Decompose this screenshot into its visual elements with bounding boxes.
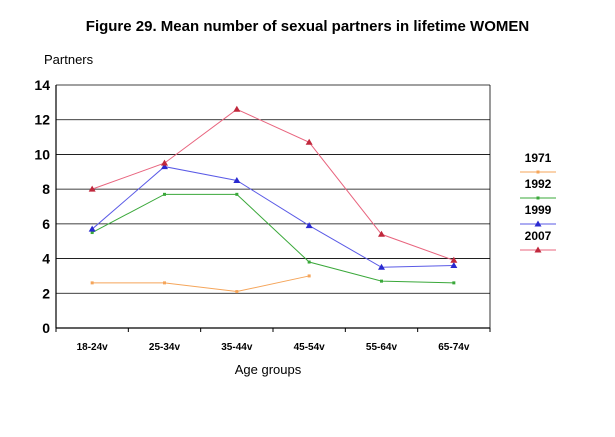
grid-lines xyxy=(56,84,490,294)
x-tick-label: 55-64v xyxy=(366,342,398,353)
y-tick-label: 10 xyxy=(34,146,50,162)
y-tick-label: 6 xyxy=(42,216,50,232)
series-line xyxy=(92,275,310,293)
legend-marker xyxy=(534,246,542,253)
axes: 0 2 4 6 8 10 12 14 18-24v 25-34v 35-44v 45-54v 55-64… xyxy=(34,77,491,353)
legend-item: 2007 xyxy=(520,229,556,253)
legend-item: 1999 xyxy=(520,203,556,227)
data-point xyxy=(88,225,96,232)
legend: 1971 1992 1999 2007 xyxy=(520,151,556,253)
chart-title: Figure 29. Mean number of sexual partner… xyxy=(85,18,530,35)
series-1971 xyxy=(90,274,311,294)
data-point xyxy=(233,176,241,183)
y-tick-label: 0 xyxy=(42,320,50,336)
series-line xyxy=(91,166,454,268)
legend-marker xyxy=(536,196,540,200)
legend-label: 1971 xyxy=(525,151,552,165)
data-point xyxy=(90,231,94,235)
data-point xyxy=(90,281,94,285)
x-tick-label: 65-74v xyxy=(438,342,470,353)
series-lines xyxy=(88,105,458,294)
data-point xyxy=(307,274,311,278)
legend-marker xyxy=(534,220,542,227)
y-tick-label: 8 xyxy=(42,181,50,197)
data-point xyxy=(307,260,311,264)
data-point xyxy=(235,290,239,294)
data-point xyxy=(233,105,241,112)
series-line xyxy=(91,193,454,284)
data-point xyxy=(450,256,458,263)
legend-label: 1992 xyxy=(525,177,552,191)
data-point xyxy=(163,192,166,196)
y-axis-label: Partners xyxy=(44,52,94,67)
legend-marker xyxy=(536,170,540,174)
x-axis-label: Age groups xyxy=(235,362,302,377)
data-point xyxy=(163,281,166,285)
data-point xyxy=(235,192,239,196)
series-line xyxy=(91,108,455,261)
data-point xyxy=(450,262,458,269)
x-tick-label: 45-54v xyxy=(294,342,326,353)
legend-item: 1971 xyxy=(520,151,556,174)
data-point xyxy=(161,163,168,170)
series-1999 xyxy=(88,163,458,270)
data-point xyxy=(305,138,313,145)
y-tick-label: 4 xyxy=(42,251,50,267)
y-tick-label: 12 xyxy=(34,112,50,128)
x-tick-label: 25-34v xyxy=(149,342,181,353)
series-1992 xyxy=(90,192,456,285)
legend-item: 1992 xyxy=(520,177,556,200)
y-tick-label: 2 xyxy=(42,285,50,301)
data-point xyxy=(161,159,168,166)
x-tick-label: 18-24v xyxy=(77,342,109,353)
legend-label: 1999 xyxy=(525,203,552,217)
legend-label: 2007 xyxy=(525,229,552,243)
data-point xyxy=(88,185,96,192)
data-point xyxy=(452,281,456,285)
data-point xyxy=(378,230,385,237)
x-tick-label: 35-44v xyxy=(221,342,253,353)
data-point xyxy=(305,222,313,229)
data-point xyxy=(380,279,383,283)
series-2007 xyxy=(88,105,458,263)
y-tick-label: 14 xyxy=(34,77,50,93)
data-point xyxy=(378,263,385,270)
